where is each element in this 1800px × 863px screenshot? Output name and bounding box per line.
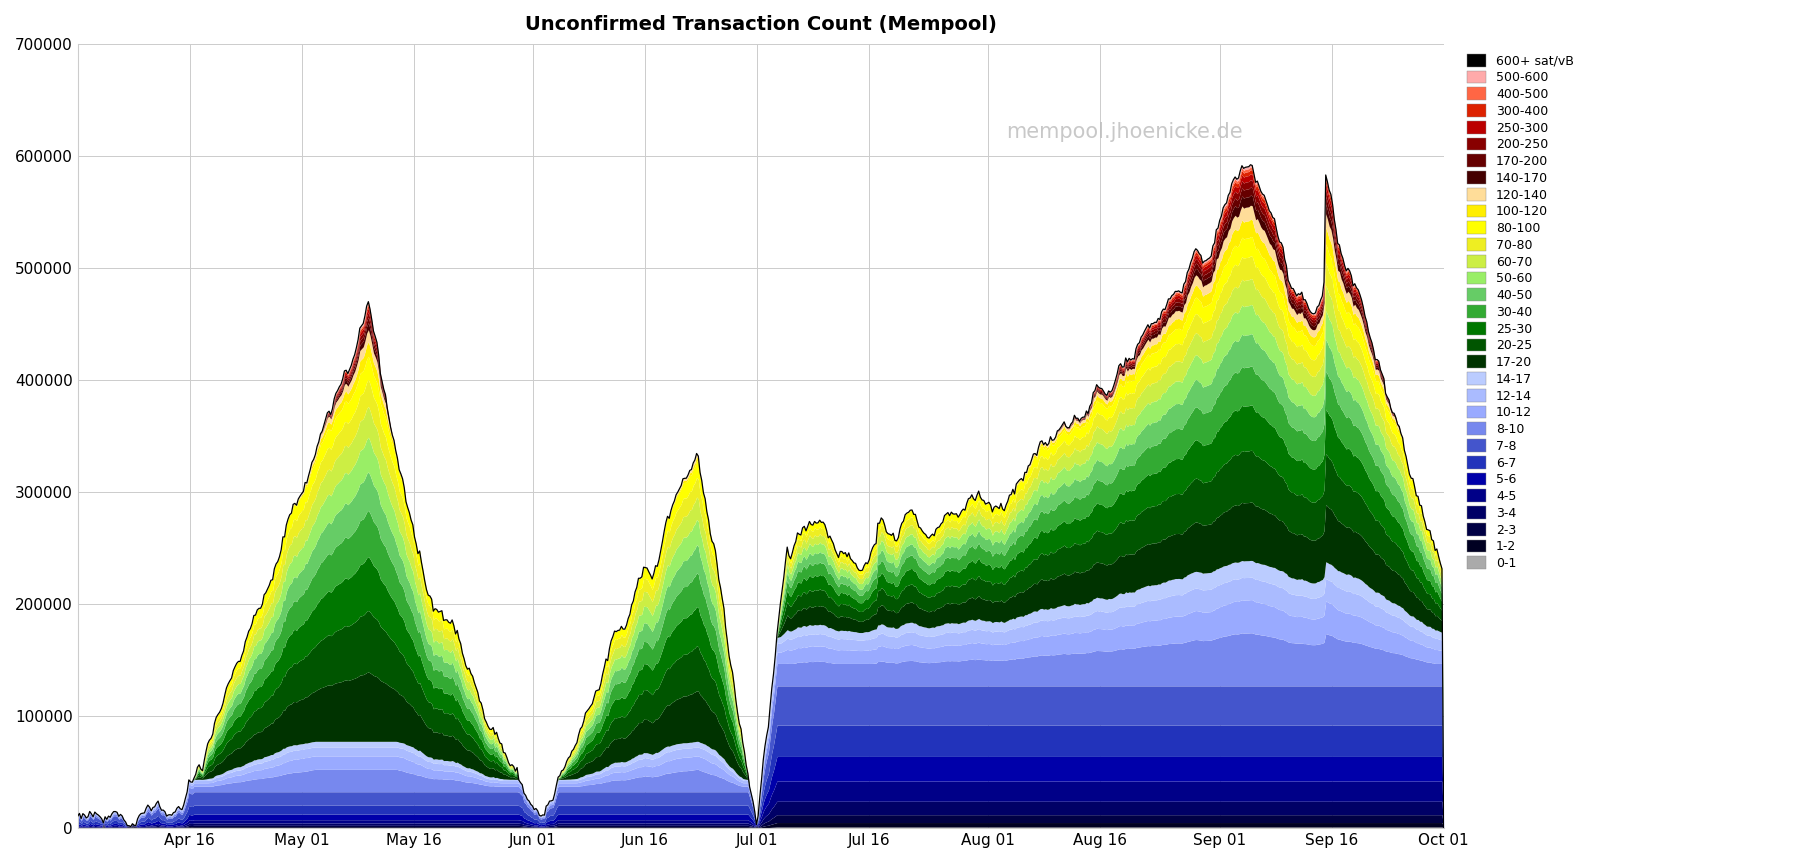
Legend: 600+ sat/vB, 500-600, 400-500, 300-400, 250-300, 200-250, 170-200, 140-170, 120-: 600+ sat/vB, 500-600, 400-500, 300-400, …	[1463, 50, 1579, 574]
Text: mempool.jhoenicke.de: mempool.jhoenicke.de	[1006, 123, 1244, 142]
Title: Unconfirmed Transaction Count (Mempool): Unconfirmed Transaction Count (Mempool)	[526, 15, 997, 34]
